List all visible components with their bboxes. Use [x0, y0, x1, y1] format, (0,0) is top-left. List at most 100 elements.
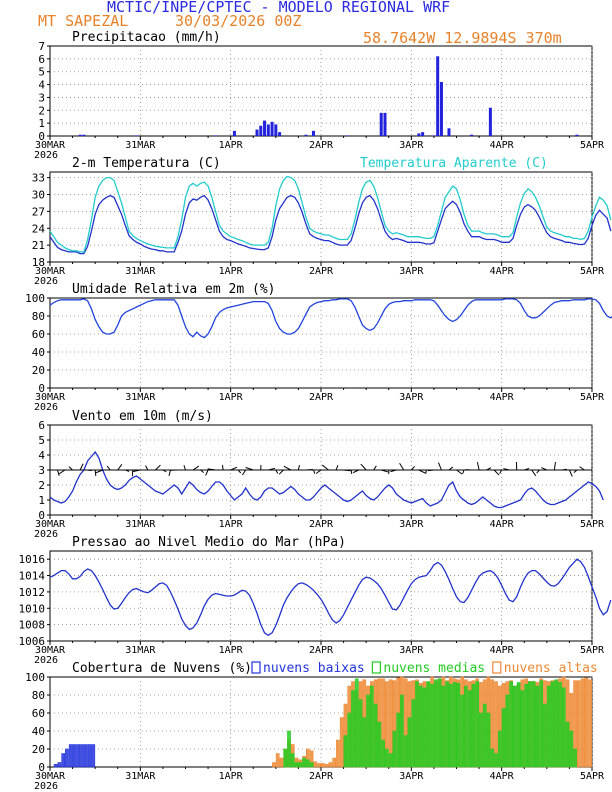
legend-label: nuvens medias	[383, 661, 485, 676]
cloud-bar-nuvens-altas	[324, 764, 329, 768]
cloud-bar-nuvens-medias	[550, 681, 555, 768]
wind-barb	[536, 469, 540, 474]
cloud-bar-nuvens-baixas	[80, 744, 84, 768]
x-tick-label: 2APR	[309, 645, 334, 656]
y-tick-label: 100	[25, 292, 45, 305]
precip-bar	[232, 130, 236, 136]
x-tick-label: 31MAR	[125, 645, 156, 656]
chart-main-title: MCTIC/INPE/CPTEC - MODELO REGIONAL WRF	[107, 0, 451, 16]
x-tick-sublabel: 2026	[34, 655, 58, 666]
cloud-bar-nuvens-medias	[573, 748, 577, 768]
legend-swatch	[251, 661, 261, 674]
cloud-bar-nuvens-altas	[272, 762, 276, 768]
x-tick-label: 31MAR	[125, 771, 156, 782]
cloud-bar-nuvens-baixas	[65, 748, 69, 768]
x-tick-label: 4APR	[490, 645, 515, 656]
x-tick-label: 5APR	[580, 392, 605, 403]
x-tick-label: 1APR	[219, 771, 244, 782]
x-tick-label: 31MAR	[125, 140, 156, 151]
wind-barb	[579, 466, 585, 471]
precip-bar	[304, 134, 308, 136]
wind-barb	[321, 464, 329, 471]
y-tick-label: 100	[25, 671, 45, 684]
precip-bar	[432, 135, 436, 136]
wind-barb	[145, 465, 149, 471]
y-tick-label: 80	[32, 689, 45, 702]
x-tick-label: 3APR	[399, 771, 424, 782]
x-tick-label: 2APR	[309, 266, 334, 277]
precip-bar	[135, 135, 139, 136]
cloud-bar-nuvens-medias	[403, 735, 408, 768]
x-tick-label: 4APR	[490, 266, 515, 277]
cloud-bar-nuvens-medias	[543, 703, 547, 768]
cloud-bar-nuvens-altas	[576, 680, 581, 768]
cloud-bar-nuvens-medias	[437, 678, 442, 768]
y-tick-label: 0	[38, 761, 45, 774]
cloud-bar-nuvens-medias	[347, 712, 352, 768]
cloud-bar-nuvens-medias	[373, 703, 378, 768]
y-tick-label: 1	[38, 117, 45, 130]
cloud-bar-nuvens-medias	[569, 730, 574, 768]
precip-bar	[311, 130, 315, 136]
x-tick-label: 5APR	[580, 519, 605, 530]
cloud-bar-nuvens-medias	[561, 687, 566, 768]
y-tick-label: 0	[38, 130, 45, 143]
wind-barb	[313, 469, 316, 474]
y-tick-label: 2	[38, 104, 45, 117]
x-tick-label: 4APR	[490, 519, 515, 530]
cloud-bar-nuvens-medias	[528, 681, 532, 768]
wind-barb	[399, 462, 405, 471]
precip-bar	[447, 128, 451, 136]
cloud-bar-nuvens-medias	[513, 685, 517, 768]
y-tick-label: 33	[32, 172, 45, 185]
panel-title: Pressao ao Nivel Medio do Mar (hPa)	[72, 535, 346, 550]
wind-barb	[237, 469, 242, 474]
panel-title: Cobertura de Nuvens (%)	[72, 661, 252, 676]
cloud-bar-nuvens-medias	[441, 685, 446, 768]
cloud-bar-nuvens-medias	[520, 690, 525, 768]
cloud-bar-nuvens-medias	[283, 748, 288, 768]
cloud-bar-nuvens-medias	[479, 712, 483, 768]
cloud-bar-nuvens-medias	[494, 753, 498, 768]
y-tick-label: 27	[32, 205, 45, 218]
cloud-bar-nuvens-baixas	[72, 744, 77, 768]
x-tick-label: 1APR	[219, 519, 244, 530]
wind-barb	[350, 469, 353, 475]
wind-barb	[155, 464, 161, 471]
wind-barb	[418, 469, 426, 474]
y-tick-label: 80	[32, 310, 45, 323]
cloud-bar-nuvens-medias	[298, 762, 303, 768]
cloud-bar-nuvens-baixas	[76, 744, 81, 768]
cloud-bar-nuvens-medias	[358, 699, 363, 768]
cloud-bar-nuvens-altas	[275, 753, 280, 768]
wind-barb	[106, 465, 111, 471]
precip-bar	[82, 134, 86, 136]
x-tick-label: 31MAR	[125, 392, 156, 403]
precip-bar	[255, 129, 259, 136]
wind-barb	[493, 469, 500, 476]
cloud-bar-nuvens-medias	[418, 685, 423, 768]
coordinates-label: 58.7642W 12.9894S 370m	[363, 29, 562, 47]
cloud-bar-nuvens-medias	[565, 721, 570, 768]
wind-barb	[183, 465, 186, 471]
x-tick-label: 5APR	[580, 266, 605, 277]
wind-barb	[456, 469, 463, 475]
wind-barb	[275, 469, 279, 474]
wind-barb	[553, 462, 556, 471]
precip-bar	[436, 56, 440, 136]
series-line-Pressao-ao-Nivel-Medio-do-Mar-hPa-	[49, 558, 612, 637]
cloud-bar-nuvens-baixas	[61, 753, 66, 768]
cloud-bar-nuvens-medias	[366, 694, 370, 768]
precip-bar	[575, 134, 579, 136]
precip-bar	[345, 135, 349, 136]
cloud-bar-nuvens-medias	[430, 683, 434, 768]
x-tick-label: 4APR	[490, 771, 515, 782]
wind-barb	[168, 469, 171, 476]
precip-bar	[488, 107, 492, 136]
y-tick-label: 60	[32, 707, 45, 720]
y-tick-label: 1012	[19, 586, 46, 599]
panel-title: Vento em 10m (m/s)	[72, 409, 213, 424]
x-tick-label: 31MAR	[125, 266, 156, 277]
cloud-bar-nuvens-medias	[411, 699, 416, 768]
